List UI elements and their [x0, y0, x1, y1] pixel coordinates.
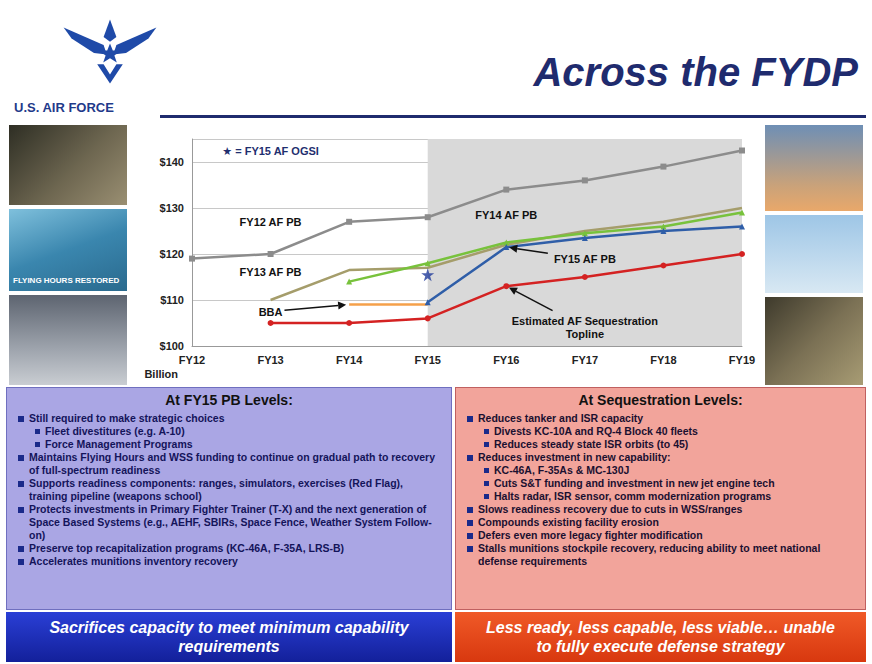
html-text:Reduces tanker and ISR capacit: Reduces tanker and ISR capacity [478, 412, 644, 424]
html-text:Divests KC-10A and RQ-4 Block: Divests KC-10A and RQ-4 Block 40 fleets [494, 425, 698, 437]
html-text:Maintains Flying Hours and WSS: Maintains Flying Hours and WSS funding t… [29, 451, 435, 476]
svg-text:$120: $120 [160, 248, 184, 260]
html-text:KC-46A, F-35As & MC-130J: KC-46A, F-35As & MC-130J [494, 464, 630, 476]
svg-text:FY15: FY15 [415, 354, 441, 366]
html-text:Sacrifices capacity to meet mi: Sacrifices capacity to meet minimum capa… [49, 619, 409, 655]
html-text:Stalls munitions stockpile rec: Stalls munitions stockpile recovery, red… [478, 542, 821, 567]
svg-text:Topline: Topline [566, 328, 604, 340]
svg-text:$100: $100 [160, 340, 184, 352]
html-text:Cuts S&T funding and investmen: Cuts S&T funding and investment in new j… [494, 477, 775, 489]
html-text:Preserve top recapitalization: Preserve top recapitalization programs (… [29, 542, 345, 554]
html-text:Reduces steady state ISR orbit: Reduces steady state ISR orbits (to 45) [494, 438, 689, 450]
svg-text:$140: $140 [160, 156, 184, 168]
html-text:At FY15 PB Levels:: At FY15 PB Levels: [165, 392, 293, 408]
html-text:Halts radar, ISR sensor, comm: Halts radar, ISR sensor, comm modernizat… [494, 490, 772, 502]
svg-text:$110: $110 [160, 294, 184, 306]
svg-text:FY17: FY17 [572, 354, 598, 366]
svg-text:BBA: BBA [259, 306, 283, 318]
html-text:Force Management Programs: Force Management Programs [45, 438, 193, 450]
svg-text:FY18: FY18 [650, 354, 676, 366]
svg-text:FY13: FY13 [257, 354, 283, 366]
svg-text:FY13 AF PB: FY13 AF PB [240, 266, 302, 278]
svg-text:FY12 AF PB: FY12 AF PB [240, 216, 302, 228]
svg-text:FY15 AF PB: FY15 AF PB [554, 253, 616, 265]
html-text:Supports readiness components:: Supports readiness components: ranges, s… [29, 477, 403, 502]
svg-text:FY16: FY16 [493, 354, 519, 366]
svg-text:FY19: FY19 [729, 354, 755, 366]
svg-text:Estimated AF Sequestration: Estimated AF Sequestration [512, 315, 659, 327]
html-text:Defers even more legacy fighte: Defers even more legacy fighter modifica… [478, 529, 703, 541]
svg-text:FY14: FY14 [336, 354, 363, 366]
svg-text:Billion: Billion [144, 368, 178, 380]
html-text:Across the FYDP: Across the FYDP [533, 50, 858, 94]
html-text:Protects investments in Primar: Protects investments in Primary Fighter … [29, 503, 432, 541]
html-text:Accelerates munitions inventor: Accelerates munitions inventory recovery [29, 555, 238, 567]
html-text:At Sequestration Levels:: At Sequestration Levels: [578, 392, 743, 408]
svg-text:$130: $130 [160, 202, 184, 214]
html-text:FLYING HOURS RESTORED: FLYING HOURS RESTORED [13, 276, 120, 285]
html-text:Less ready, less capable, less: Less ready, less capable, less viable… u… [486, 619, 835, 655]
svg-text:FY14 AF PB: FY14 AF PB [475, 209, 537, 221]
svg-text:★ = FY15 AF OGSI: ★ = FY15 AF OGSI [222, 145, 319, 157]
html-text:Fleet divestitures (e.g. A-10): Fleet divestitures (e.g. A-10) [45, 425, 185, 437]
html-text:Still required to make strateg: Still required to make strategic choices [29, 412, 225, 424]
html-text:U.S. AIR FORCE: U.S. AIR FORCE [14, 100, 114, 115]
html-text:Slows readiness recovery due t: Slows readiness recovery due to cuts in … [478, 503, 743, 515]
html-text:Compounds existing facility er: Compounds existing facility erosion [478, 516, 659, 528]
svg-text:FY12: FY12 [179, 354, 205, 366]
html-text:Reduces investment in new capa: Reduces investment in new capability: [478, 451, 671, 463]
